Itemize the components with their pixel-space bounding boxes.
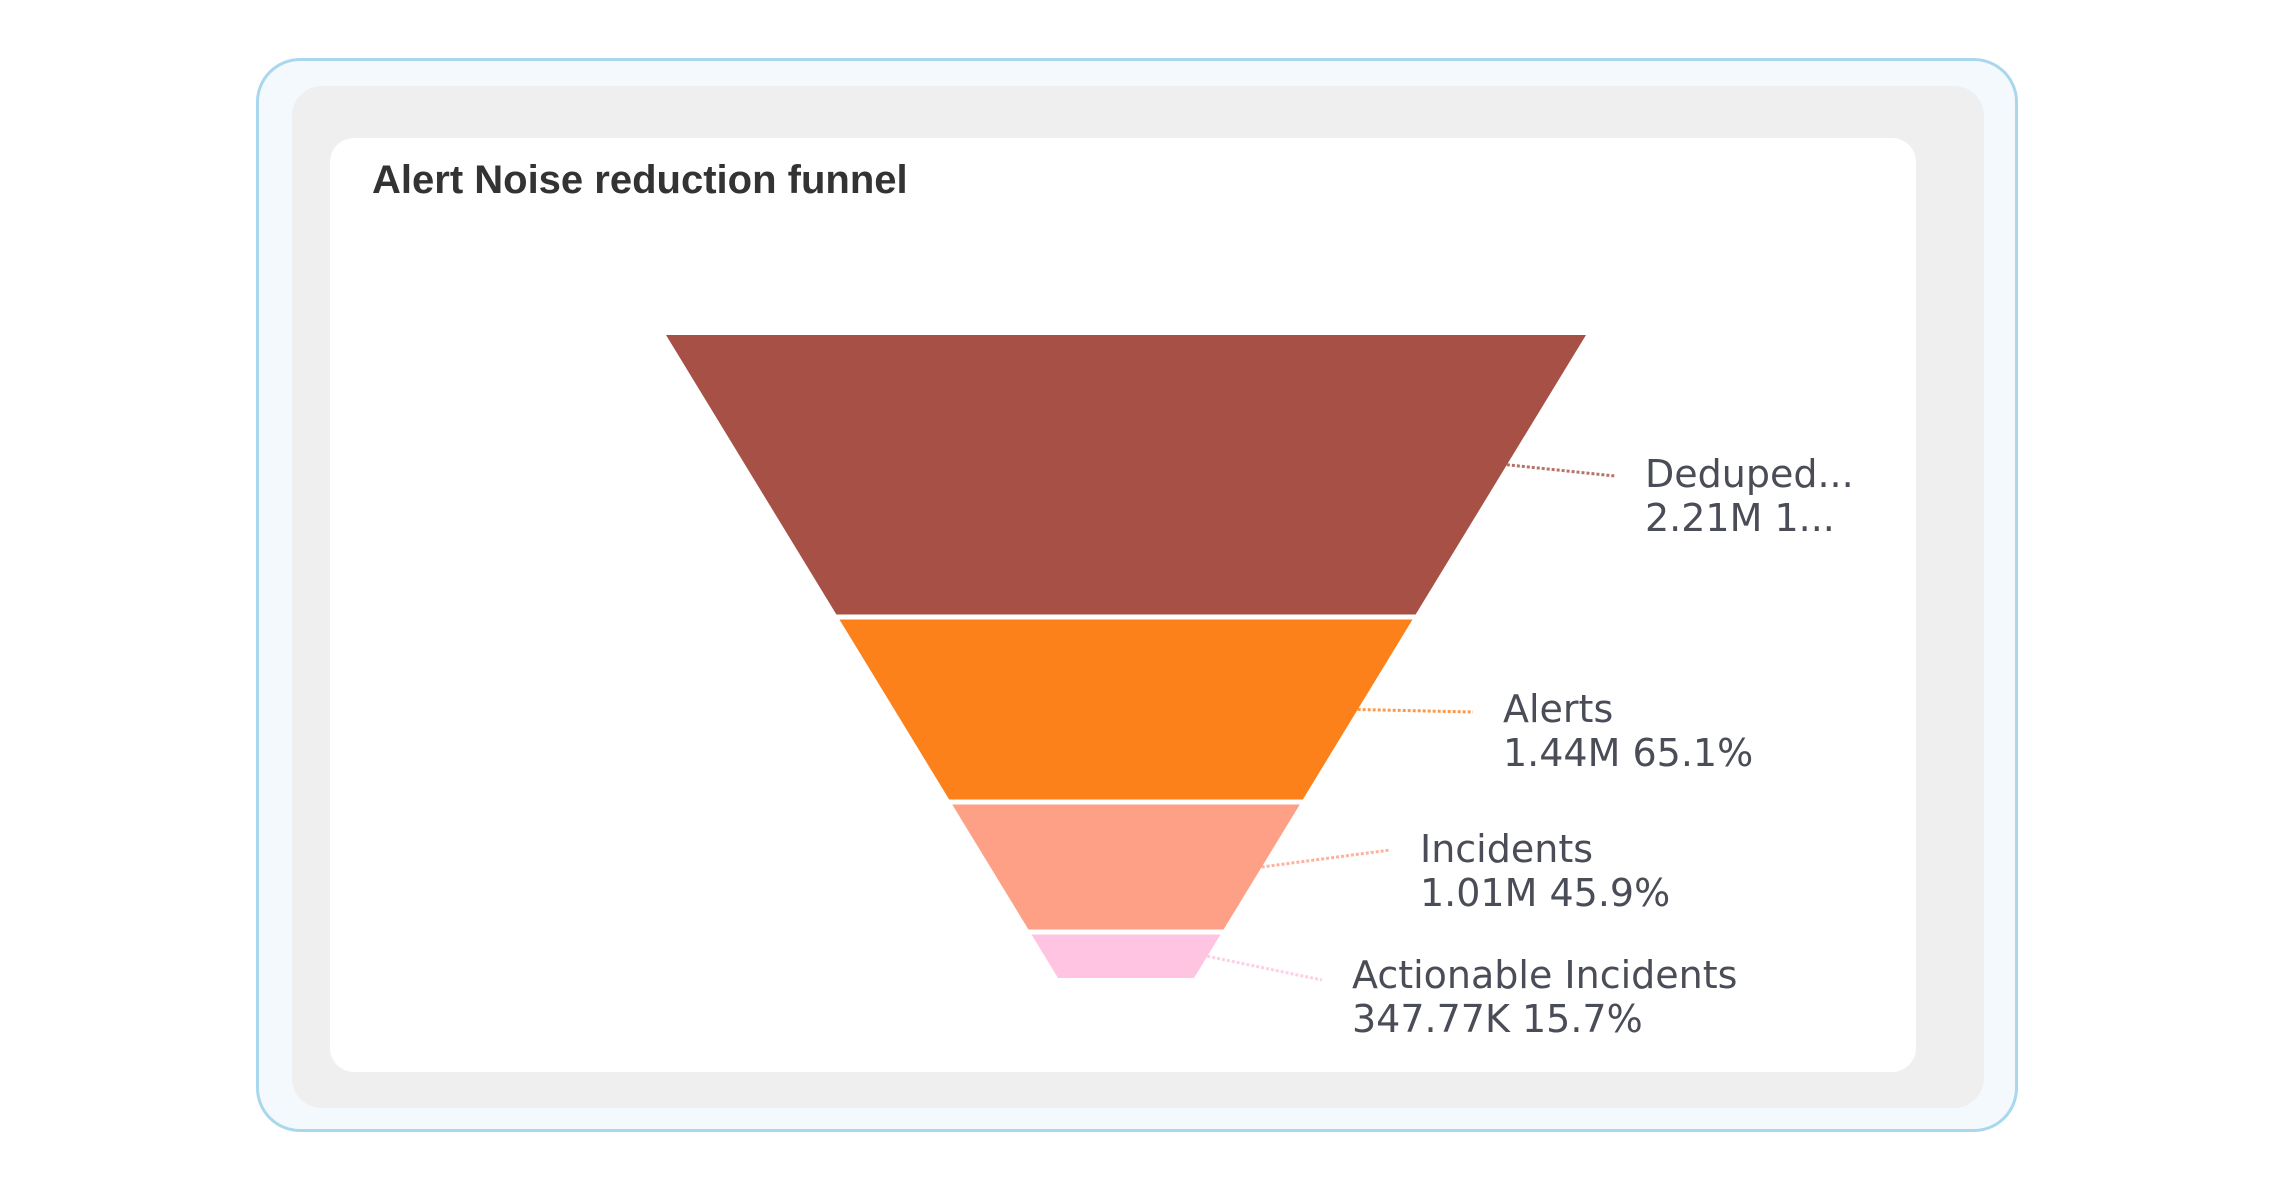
funnel-segments [666,335,1586,978]
leader-line-3 [1261,848,1391,869]
stage-name-label: Alerts [1503,687,1613,731]
stage-name-label: Incidents [1420,827,1593,871]
stage-value-label: 1.44M 65.1% [1503,731,1753,775]
funnel-segment-4[interactable] [1031,934,1221,979]
leader-line-1 [1506,463,1616,478]
leader-line-2 [1357,708,1474,714]
funnel-segment-1[interactable] [666,335,1586,615]
funnel-leader-lines [1206,463,1616,982]
stage-name-label: Actionable Incidents [1352,953,1737,997]
funnel-segment-3[interactable] [952,804,1300,930]
leader-line-4 [1206,954,1323,982]
stage-name-label: Deduped... [1645,452,1854,496]
chart-title: Alert Noise reduction funnel [372,158,908,202]
stage-value-label: 1.01M 45.9% [1420,871,1670,915]
stage-value-label: 347.77K 15.7% [1352,997,1643,1041]
stage-value-label: 2.21M 1... [1645,496,1835,540]
funnel-segment-2[interactable] [839,619,1413,800]
